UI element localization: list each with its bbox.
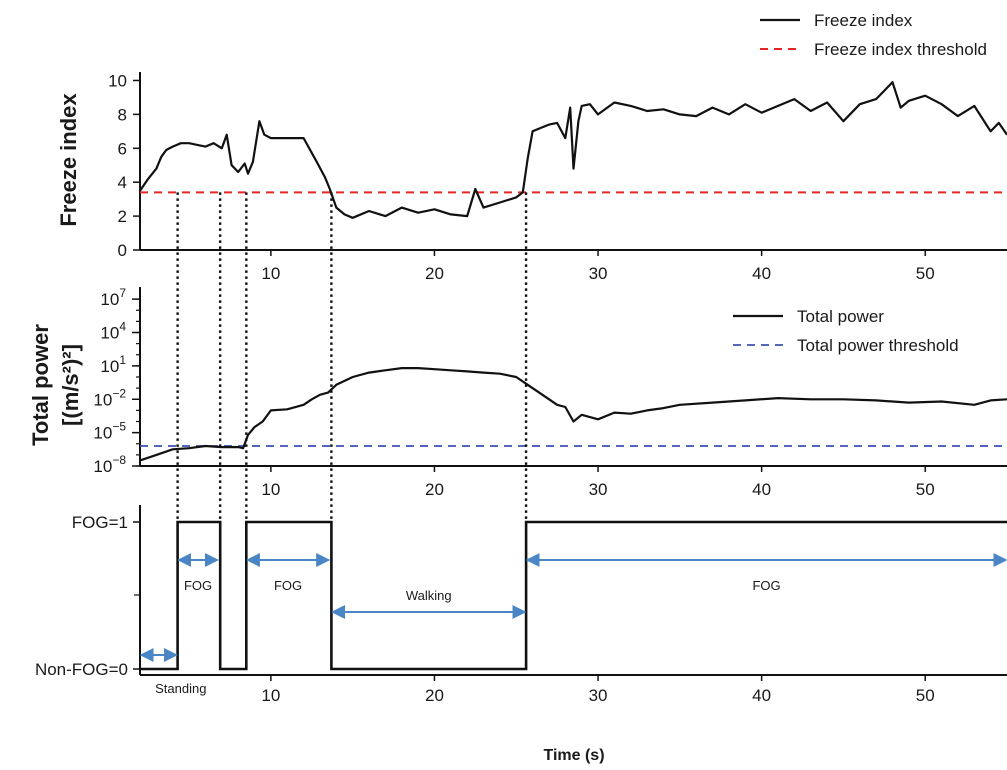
legend-freeze-index-label: Freeze index bbox=[814, 11, 913, 30]
total-power-y-tick-label: 10−2 bbox=[93, 386, 126, 409]
total-power-x-tick-label: 50 bbox=[916, 480, 935, 499]
total-power-y-tick-label: 107 bbox=[100, 286, 126, 309]
total-power-y-ticks: 107 104 101 10−2 10−5 10−8 bbox=[93, 286, 140, 476]
fog-state-y-tick-label: Non-FOG=0 bbox=[35, 660, 128, 679]
freeze-index-series-line bbox=[139, 81, 1007, 219]
total-power-legend: Total power Total power threshold bbox=[733, 307, 959, 355]
total-power-y-unit: [(m/s²)²] bbox=[58, 344, 83, 426]
total-power-x-tick-label: 30 bbox=[589, 480, 608, 499]
total-power-x-tick-label: 20 bbox=[425, 480, 444, 499]
x-axis-label: Time (s) bbox=[543, 747, 604, 764]
total-power-y-tick-label: 104 bbox=[100, 320, 126, 343]
fog-state-x-tick-label: 10 bbox=[261, 686, 280, 705]
total-power-series-line bbox=[139, 367, 1007, 462]
freeze-index-y-tick-label: 0 bbox=[118, 241, 127, 260]
fog-state-annotations: Standing FOG FOG Walking FOG bbox=[139, 553, 1007, 696]
fog-state-x-tick-label: 50 bbox=[916, 686, 935, 705]
freeze-index-panel: Freeze index 0 2 4 6 8 10 10 20 30 40 50 Freeze i… bbox=[56, 11, 1007, 283]
fog-state-y-tick-label: FOG=1 bbox=[72, 513, 128, 532]
total-power-x-tick-label: 10 bbox=[261, 480, 280, 499]
fog-state-panel: FOG=1 Non-FOG=0 10 20 30 40 50 Standing FOG FOG… bbox=[35, 505, 1007, 764]
legend-total-power-threshold-label: Total power threshold bbox=[797, 336, 959, 355]
freeze-index-y-tick-label: 8 bbox=[118, 105, 127, 124]
freeze-index-x-ticks: 10 20 30 40 50 bbox=[261, 250, 935, 283]
legend-freeze-index-threshold-label: Freeze index threshold bbox=[814, 40, 987, 59]
fog-state-series-line bbox=[140, 520, 1007, 671]
annotation-label: FOG bbox=[752, 578, 780, 593]
fog-state-x-ticks: 10 20 30 40 50 bbox=[261, 675, 935, 705]
freeze-index-y-tick-label: 10 bbox=[108, 71, 127, 90]
freeze-index-y-tick-label: 6 bbox=[118, 139, 127, 158]
fog-state-x-tick-label: 20 bbox=[425, 686, 444, 705]
freeze-index-x-tick-label: 20 bbox=[425, 264, 444, 283]
freeze-index-x-tick-label: 10 bbox=[261, 264, 280, 283]
freeze-index-x-tick-label: 40 bbox=[752, 264, 771, 283]
fog-state-y-ticks: FOG=1 Non-FOG=0 bbox=[35, 513, 140, 679]
annotation-label: Walking bbox=[406, 588, 452, 603]
freeze-index-y-tick-label: 2 bbox=[118, 207, 127, 226]
total-power-y-tick-label: 101 bbox=[100, 353, 126, 376]
total-power-x-ticks: 10 20 30 40 50 bbox=[261, 466, 935, 499]
freeze-index-y-label: Freeze index bbox=[56, 93, 81, 227]
fog-state-x-tick-label: 40 bbox=[752, 686, 771, 705]
freeze-index-y-tick-label: 4 bbox=[118, 173, 127, 192]
freeze-index-legend: Freeze index Freeze index threshold bbox=[760, 11, 987, 59]
freeze-index-x-tick-label: 50 bbox=[916, 264, 935, 283]
event-marker-lines bbox=[176, 192, 528, 522]
total-power-x-tick-label: 40 bbox=[752, 480, 771, 499]
annotation-label: FOG bbox=[184, 578, 212, 593]
total-power-y-tick-label: 10−5 bbox=[93, 420, 126, 443]
total-power-panel: Total power [(m/s²)²] 10710410110−210−51… bbox=[28, 286, 1007, 499]
legend-total-power-label: Total power bbox=[797, 307, 884, 326]
total-power-y-label: Total power bbox=[28, 324, 53, 446]
fog-state-x-tick-label: 30 bbox=[589, 686, 608, 705]
freeze-index-x-tick-label: 30 bbox=[589, 264, 608, 283]
freeze-index-y-ticks: 0 2 4 6 8 10 bbox=[108, 71, 140, 260]
annotation-label: Standing bbox=[155, 681, 206, 696]
annotation-label: FOG bbox=[274, 578, 302, 593]
total-power-y-tick-label: 10−8 bbox=[93, 453, 126, 476]
